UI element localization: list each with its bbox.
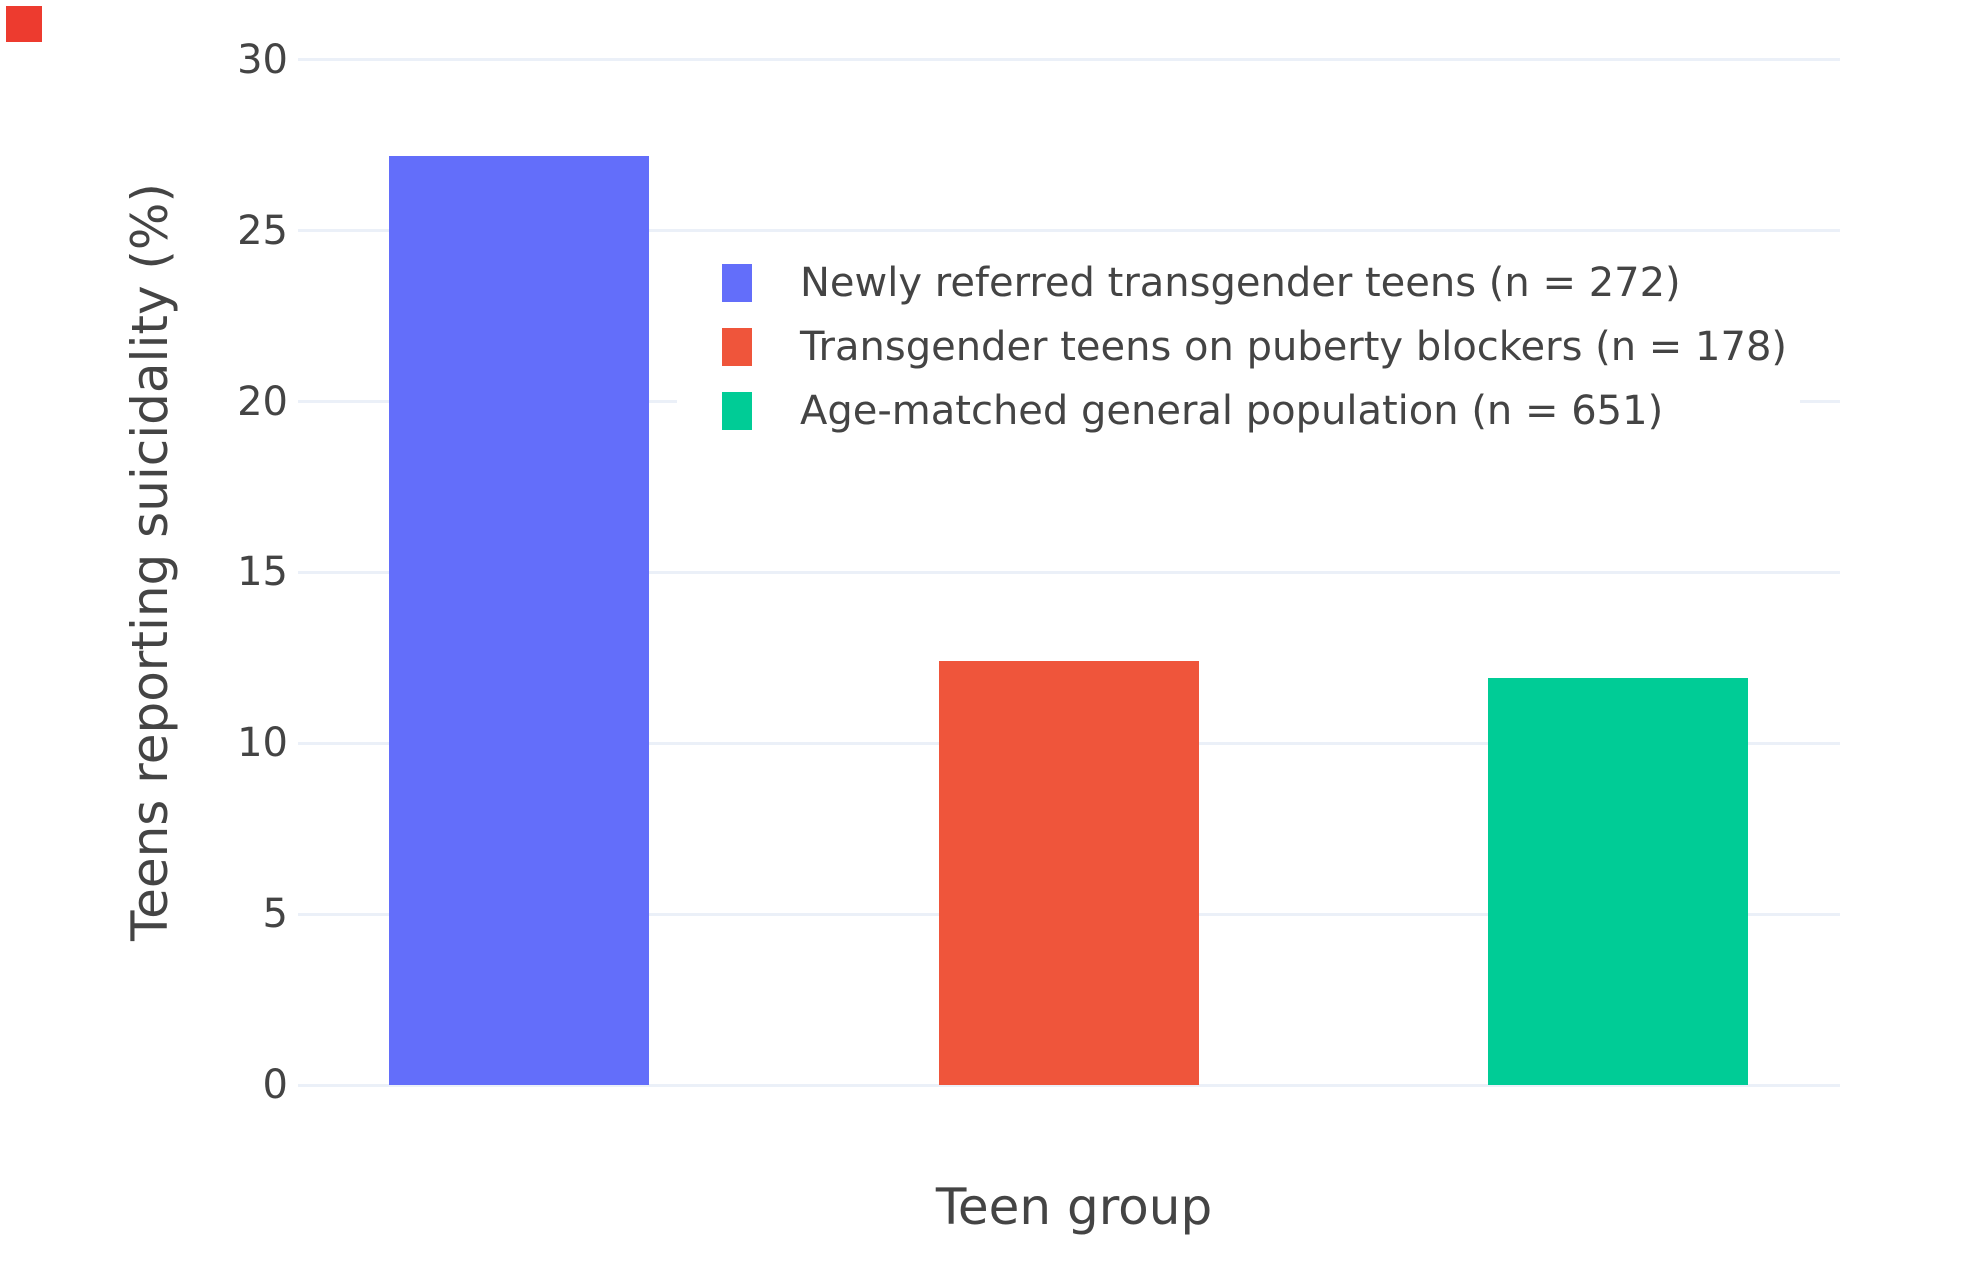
legend-swatch [722,392,752,430]
y-tick-label: 20 [237,378,288,425]
bar [1487,678,1748,1085]
legend-swatch [722,328,752,366]
gridline [298,58,1840,62]
bar [389,155,649,1085]
legend-item[interactable]: Newly referred transgender teens (n = 27… [677,251,1800,315]
legend-item[interactable]: Age-matched general population (n = 651) [677,379,1800,443]
y-tick-label: 10 [237,720,288,767]
legend-label: Newly referred transgender teens (n = 27… [800,260,1681,306]
y-tick-label: 5 [262,891,288,938]
bar [938,661,1199,1085]
y-tick-label: 30 [237,36,288,83]
legend-swatch [722,264,752,302]
legend-item[interactable]: Transgender teens on puberty blockers (n… [677,315,1800,379]
y-tick-label: 25 [237,207,288,254]
legend-label: Age-matched general population (n = 651) [800,388,1664,434]
gridline [298,1083,1840,1087]
y-tick-label: 0 [262,1062,288,1108]
x-axis-title: Teen group [935,1178,1213,1236]
legend: Newly referred transgender teens (n = 27… [677,243,1800,445]
gridline [298,229,1840,233]
corner-marker [6,6,42,42]
gridline [298,570,1840,574]
y-axis-title: Teens reporting suicidality (%) [121,183,179,941]
y-tick-label: 15 [237,549,288,596]
legend-label: Transgender teens on puberty blockers (n… [800,324,1787,370]
